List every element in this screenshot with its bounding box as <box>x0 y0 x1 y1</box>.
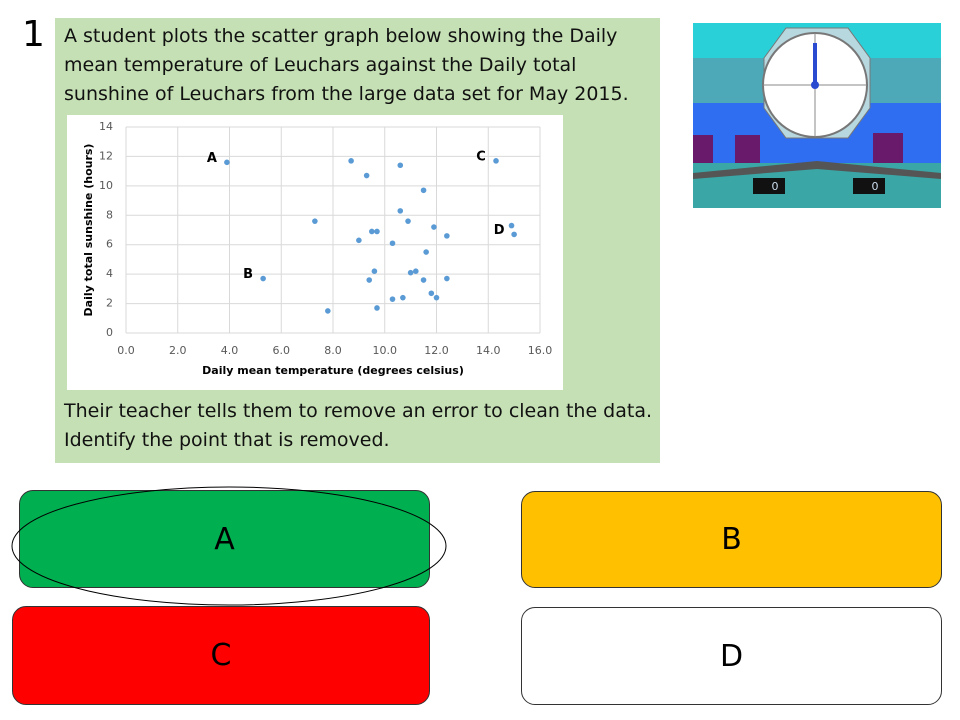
answer-d[interactable]: D <box>521 607 942 705</box>
y-axis-label: Daily total sunshine (hours) <box>82 144 95 317</box>
x-tick-label: 0.0 <box>117 344 135 357</box>
point <box>366 277 373 283</box>
point <box>431 224 437 230</box>
x-tick-label: 12.0 <box>424 344 449 357</box>
point <box>433 294 440 301</box>
point <box>363 172 370 179</box>
x-tick-label: 6.0 <box>273 344 291 357</box>
score-right: 0 <box>872 180 879 193</box>
x-tick-label: 4.0 <box>221 344 239 357</box>
answer-a[interactable]: A <box>19 490 430 588</box>
point <box>371 268 378 274</box>
point <box>348 158 354 164</box>
y-tick-label: 10 <box>99 179 113 192</box>
point-label: A <box>207 151 217 166</box>
point <box>369 228 375 235</box>
y-tick-label: 0 <box>106 326 113 339</box>
point <box>397 162 404 169</box>
y-tick-label: 6 <box>106 238 113 251</box>
x-tick-label: 10.0 <box>373 344 398 357</box>
x-tick-label: 16.0 <box>528 344 553 357</box>
y-tick-label: 2 <box>106 297 113 310</box>
point <box>413 268 419 274</box>
point <box>508 222 515 229</box>
point <box>374 305 380 311</box>
point <box>224 159 230 166</box>
point <box>444 275 450 282</box>
answer-c[interactable]: C <box>12 606 430 705</box>
point-label: C <box>476 149 486 164</box>
point <box>428 290 435 297</box>
point <box>405 218 411 224</box>
question-number: 1 <box>22 14 45 55</box>
y-tick-label: 14 <box>99 120 113 133</box>
timer-widget: 0 0 <box>693 23 941 208</box>
point <box>389 240 396 247</box>
point-label: D <box>494 223 505 238</box>
point <box>511 231 517 238</box>
x-tick-label: 14.0 <box>476 344 501 357</box>
point <box>407 269 414 276</box>
question-followup: Their teacher tells them to remove an er… <box>64 400 653 451</box>
point <box>356 237 362 244</box>
point <box>260 275 266 282</box>
y-tick-label: 8 <box>106 208 113 221</box>
answer-b[interactable]: B <box>521 491 942 588</box>
x-tick-label: 2.0 <box>169 344 187 357</box>
point <box>325 308 331 314</box>
y-tick-label: 4 <box>106 267 113 280</box>
question-text: A student plots the scatter graph below … <box>64 25 629 105</box>
y-tick-label: 12 <box>99 149 113 162</box>
point <box>420 277 427 283</box>
point-label: B <box>243 267 253 282</box>
point <box>400 294 406 301</box>
x-axis-label: Daily mean temperature (degrees celsius) <box>202 364 464 377</box>
point <box>374 228 380 235</box>
point <box>423 249 429 255</box>
point <box>444 233 450 239</box>
point <box>493 158 499 164</box>
point <box>312 218 318 224</box>
point <box>420 187 427 194</box>
point <box>397 208 404 214</box>
score-left: 0 <box>772 180 779 193</box>
x-tick-label: 8.0 <box>324 344 342 357</box>
point <box>389 296 396 302</box>
chart: Daily mean temperature (degrees celsius)… <box>67 115 563 390</box>
